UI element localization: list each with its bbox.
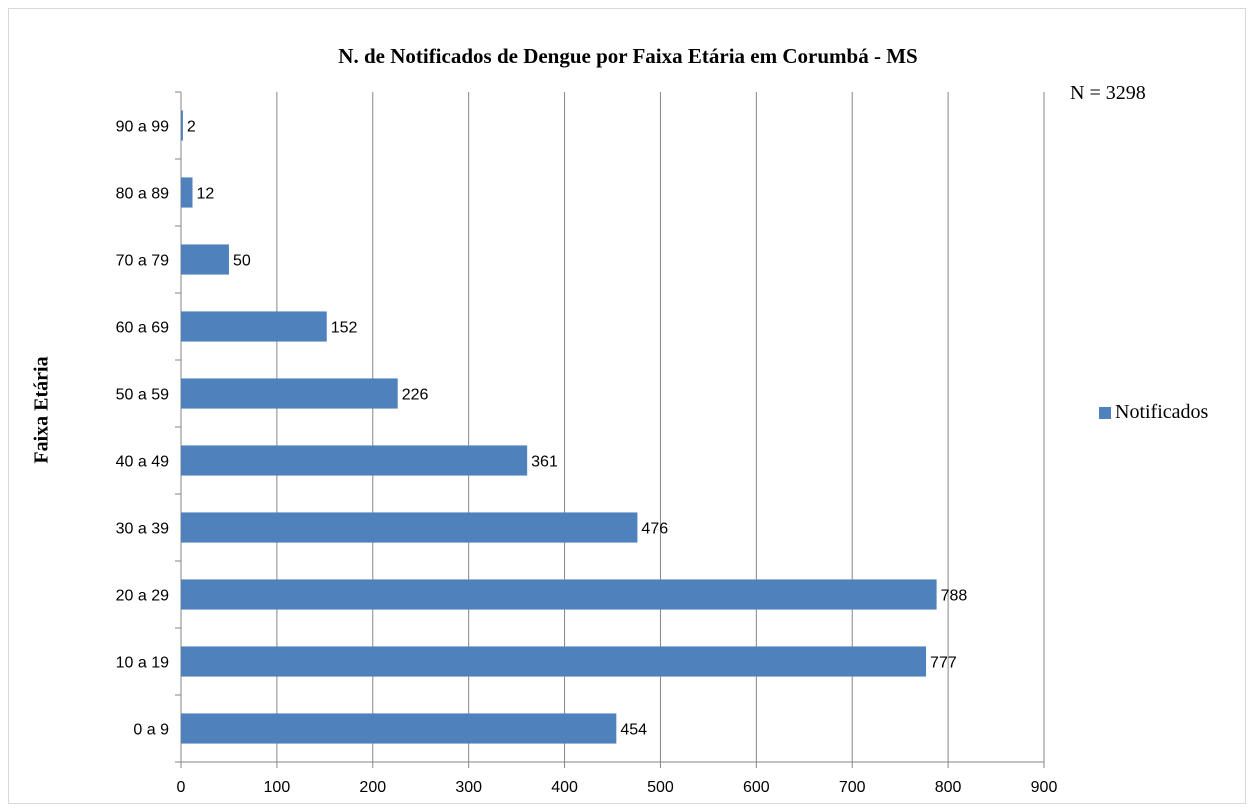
x-tick-label: 500	[647, 779, 674, 796]
bar	[181, 646, 927, 677]
data-label: 476	[641, 521, 668, 538]
data-label: 454	[620, 722, 647, 739]
x-tick-label: 800	[935, 779, 962, 796]
y-tick-label: 90 a 99	[116, 119, 169, 136]
x-tick-label: 400	[551, 779, 578, 796]
bar	[181, 713, 617, 744]
chart-title: N. de Notificados de Dengue por Faixa Et…	[338, 44, 918, 68]
data-label: 777	[930, 655, 957, 672]
x-tick-label: 600	[743, 779, 770, 796]
y-tick-label: 40 a 49	[116, 454, 169, 471]
data-label: 226	[402, 387, 429, 404]
x-tick-label: 700	[839, 779, 866, 796]
bar	[181, 512, 638, 543]
y-tick-label: 10 a 19	[116, 655, 169, 672]
y-tick-label: 50 a 59	[116, 387, 169, 404]
bar	[181, 378, 398, 409]
x-tick-label: 100	[264, 779, 291, 796]
y-tick-label: 20 a 29	[116, 588, 169, 605]
legend: Notificados	[1099, 401, 1208, 424]
data-label: 50	[233, 253, 251, 270]
y-tick-label: 0 a 9	[133, 722, 169, 739]
x-tick-label: 200	[359, 779, 386, 796]
y-tick-label: 60 a 69	[116, 320, 169, 337]
bar	[181, 244, 229, 275]
data-label: 152	[331, 320, 358, 337]
bar	[181, 177, 193, 208]
y-tick-label: 80 a 89	[116, 186, 169, 203]
bar	[181, 579, 937, 610]
x-tick-label: 300	[455, 779, 482, 796]
x-tick-label: 0	[177, 779, 186, 796]
data-label: 2	[187, 119, 196, 136]
y-tick-label: 70 a 79	[116, 253, 169, 270]
legend-swatch	[1099, 406, 1111, 419]
x-tick-label: 900	[1031, 779, 1058, 796]
data-label: 361	[531, 454, 558, 471]
bar	[181, 311, 327, 342]
data-label: 788	[941, 588, 968, 605]
bar	[181, 445, 528, 476]
y-tick-label: 30 a 39	[116, 521, 169, 538]
bar	[181, 110, 183, 141]
total-annotation: N = 3298	[1070, 82, 1146, 104]
data-label: 12	[197, 186, 215, 203]
legend-label: Notificados	[1115, 401, 1209, 423]
